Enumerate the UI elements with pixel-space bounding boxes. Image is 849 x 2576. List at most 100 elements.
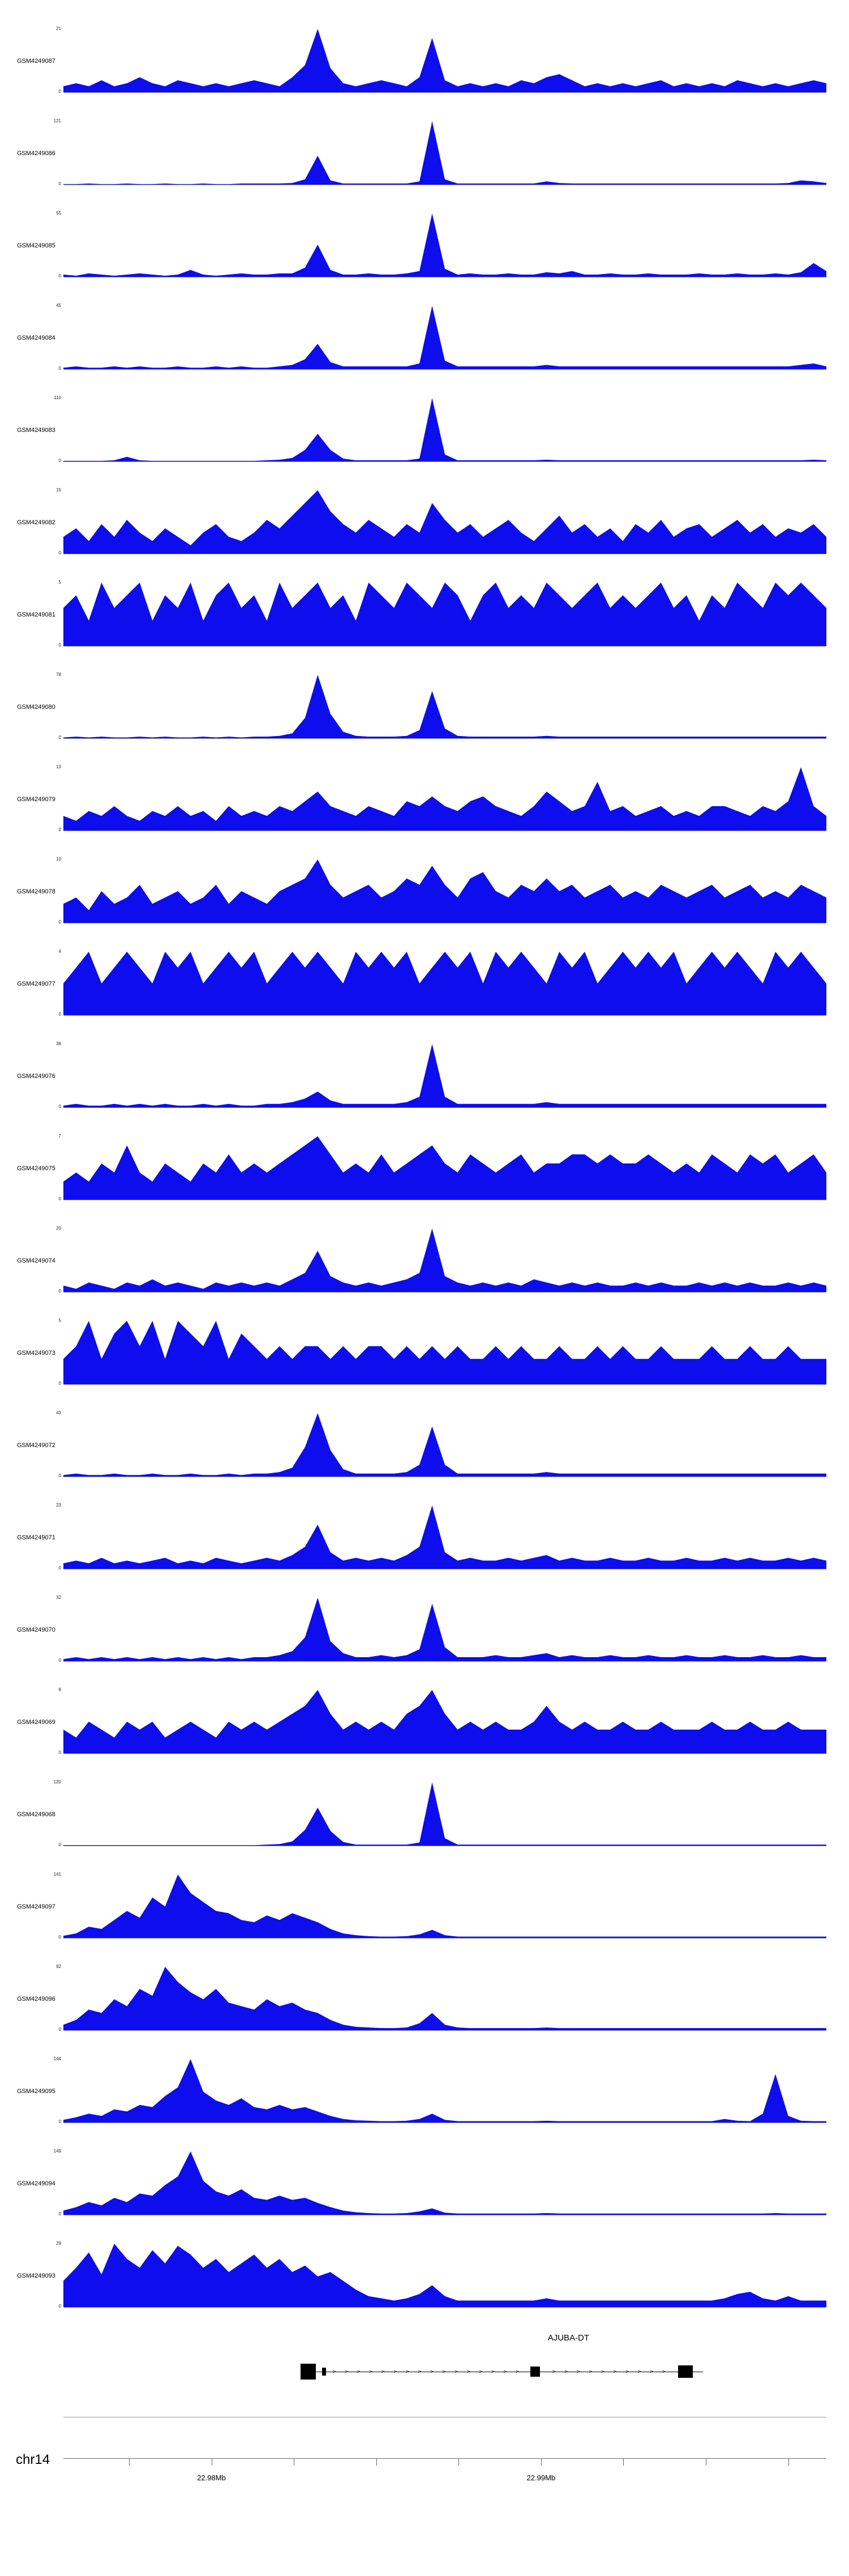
coverage-plot: 121 0 — [54, 119, 826, 186]
y-axis-max-label: 120 — [53, 1779, 61, 1785]
track-label: GSM4249084 — [17, 334, 55, 341]
y-axis-max-label: 55 — [56, 211, 61, 216]
coverage-area — [63, 675, 826, 738]
y-axis-max-label: 15 — [56, 487, 61, 493]
y-axis-zero-label: 0 — [58, 458, 61, 463]
ruler-tick-label: 22.98Mb — [197, 2474, 226, 2482]
track-label: GSM4249094 — [17, 2180, 55, 2187]
ruler-axis: 22.98Mb 22.99Mb — [63, 2458, 826, 2498]
coverage-area — [63, 1875, 826, 1938]
y-axis-zero-label: 0 — [58, 1289, 61, 1294]
strand-arrow-icon: > — [625, 2369, 629, 2375]
track-label: GSM4249072 — [17, 1441, 55, 1449]
coverage-area — [63, 1229, 826, 1292]
y-axis-max-label: 45 — [56, 303, 61, 308]
ruler-tick — [623, 2459, 624, 2466]
y-axis-max-label: 4 — [58, 949, 61, 954]
y-axis-zero-label: 0 — [58, 1842, 61, 1847]
coordinate-ruler: chr14 22.98Mb 22.99Mb — [0, 2417, 849, 2524]
track-row: GSM4249084 45 0 — [0, 292, 849, 384]
y-axis-max-label: 144 — [53, 2056, 61, 2061]
track-label: GSM4249087 — [17, 57, 55, 65]
coverage-area — [63, 1505, 826, 1569]
y-axis-max-label: 149 — [53, 2149, 61, 2154]
strand-arrow-icon: > — [430, 2369, 434, 2375]
y-axis-zero-label: 0 — [58, 366, 61, 371]
y-axis-max-label: 5 — [58, 580, 61, 585]
y-axis-zero-label: 0 — [58, 1658, 61, 1663]
coverage-plot: 15 0 — [56, 488, 826, 555]
coverage-plot: 55 0 — [56, 211, 826, 279]
exon-box — [678, 2365, 693, 2378]
track-row: GSM4249078 10 0 — [0, 845, 849, 938]
y-axis-max-label: 141 — [53, 1872, 61, 1877]
y-axis-max-label: 23 — [56, 1503, 61, 1508]
coverage-plot: 144 0 — [54, 2057, 826, 2124]
track-row: GSM4249085 55 0 — [0, 199, 849, 292]
y-axis-zero-label: 0 — [58, 2027, 61, 2032]
track-label: GSM4249083 — [17, 426, 55, 434]
track-label: GSM4249075 — [17, 1165, 55, 1172]
coverage-plot: 10 0 — [56, 857, 826, 925]
coverage-tracks: GSM4249087 21 0 GSM4249086 121 0 GSM4249… — [0, 27, 849, 2309]
strand-arrow-icon: > — [589, 2369, 593, 2375]
coverage-area — [63, 1782, 826, 1846]
coverage-area — [63, 583, 826, 646]
track-label: GSM4249073 — [17, 1349, 55, 1357]
strand-arrow-icon: > — [613, 2369, 617, 2375]
coverage-area — [63, 767, 826, 831]
y-axis-max-label: 20 — [56, 1226, 61, 1231]
coverage-plot: 149 0 — [54, 2149, 826, 2216]
track-row: GSM4249079 13 0 — [0, 753, 849, 845]
track-label: GSM4249079 — [17, 795, 55, 803]
coverage-plot: 29 0 — [56, 2241, 826, 2309]
track-label: GSM4249068 — [17, 1811, 55, 1818]
coverage-plot: 43 0 — [56, 1411, 826, 1478]
track-label: GSM4249070 — [17, 1626, 55, 1633]
track-label: GSM4249071 — [17, 1534, 55, 1541]
y-axis-zero-label: 0 — [58, 1473, 61, 1478]
y-axis-max-label: 7 — [58, 1133, 61, 1139]
coverage-area — [63, 952, 826, 1015]
coverage-plot: 36 0 — [56, 1042, 826, 1109]
track-label: GSM4249078 — [17, 888, 55, 895]
y-axis-max-label: 10 — [56, 857, 61, 862]
coverage-area — [63, 1044, 826, 1107]
track-label: GSM4249097 — [17, 1903, 55, 1910]
coverage-area — [63, 859, 826, 923]
y-axis-max-label: 110 — [54, 395, 61, 400]
coverage-area — [63, 1321, 826, 1384]
strand-arrow-icon: > — [601, 2369, 604, 2375]
strand-arrow-icon: > — [577, 2369, 580, 2375]
strand-arrow-icon: > — [357, 2369, 361, 2375]
track-label: GSM4249082 — [17, 519, 55, 526]
ruler-tick — [376, 2459, 377, 2466]
strand-arrow-icon: > — [381, 2369, 385, 2375]
coverage-area — [63, 1598, 826, 1661]
track-row: GSM4249070 32 0 — [0, 1584, 849, 1676]
y-axis-zero-label: 0 — [58, 2119, 61, 2124]
track-row: GSM4249080 78 0 — [0, 661, 849, 753]
strand-arrow-icon: > — [393, 2369, 397, 2375]
track-label: GSM4249093 — [17, 2272, 55, 2279]
strand-arrow-icon: > — [442, 2369, 446, 2375]
coverage-plot: 4 0 — [59, 949, 826, 1017]
coverage-plot: 23 0 — [56, 1503, 826, 1571]
y-axis-zero-label: 0 — [58, 1565, 61, 1571]
track-row: GSM4249086 121 0 — [0, 107, 849, 199]
strand-arrow-icon: > — [516, 2369, 519, 2375]
ruler-tick — [541, 2459, 542, 2466]
y-axis-zero-label: 0 — [58, 1012, 61, 1017]
coverage-plot: 120 0 — [54, 1780, 826, 1847]
coverage-area — [63, 1690, 826, 1753]
ruler-tick-label: 22.99Mb — [526, 2474, 556, 2482]
track-row: GSM4249094 149 0 — [0, 2137, 849, 2230]
coverage-plot: 21 0 — [56, 27, 826, 94]
coverage-area — [63, 2059, 826, 2123]
y-axis-zero-label: 0 — [58, 1196, 61, 1201]
track-label: GSM4249086 — [17, 149, 55, 157]
y-axis-max-label: 78 — [56, 672, 61, 677]
coverage-plot: 110 0 — [54, 396, 826, 463]
track-row: GSM4249077 4 0 — [0, 938, 849, 1030]
